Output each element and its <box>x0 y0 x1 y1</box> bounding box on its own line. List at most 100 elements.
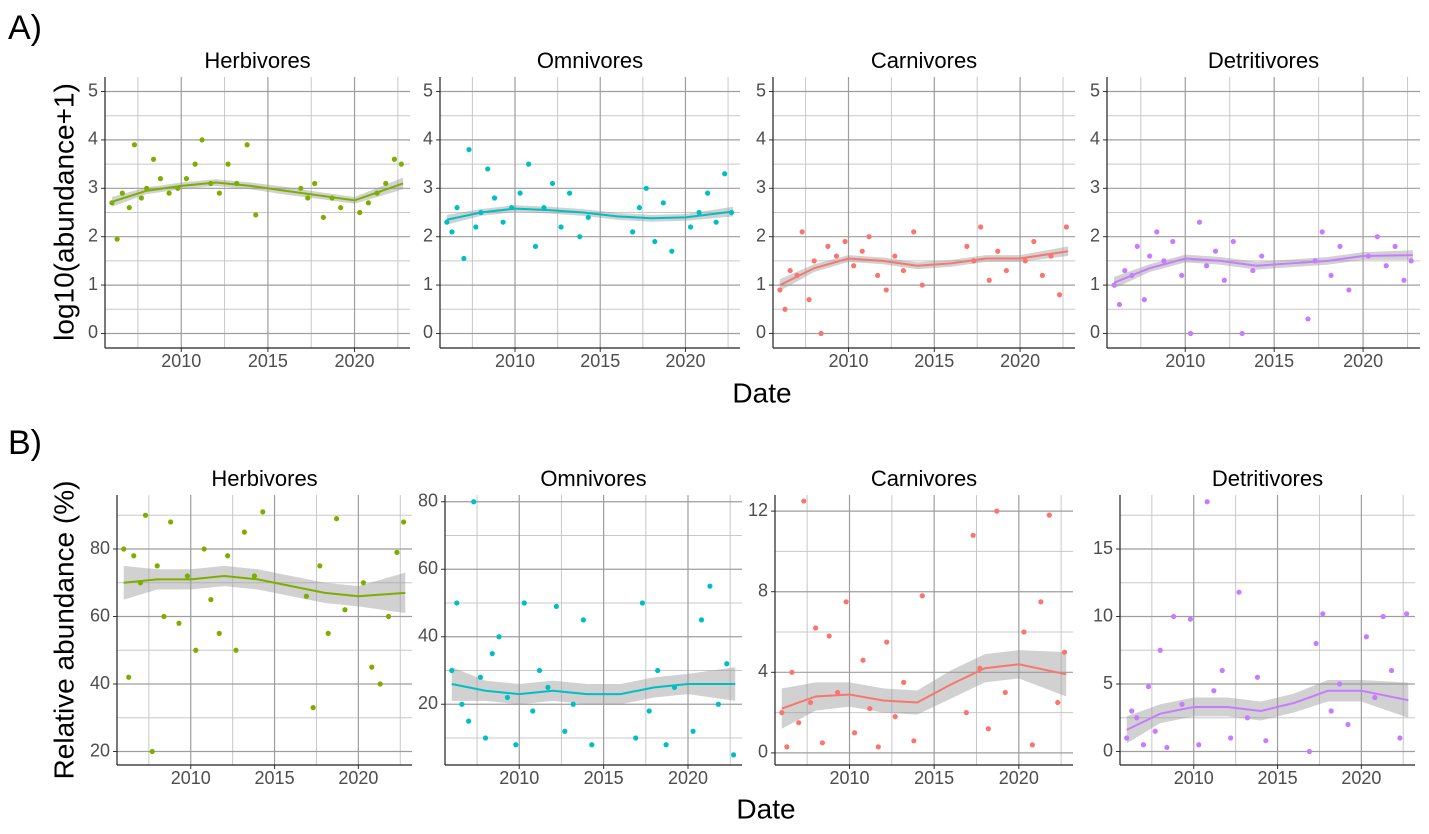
data-point <box>570 701 576 707</box>
x-tick-label: 2010 <box>171 768 211 788</box>
data-point <box>1141 297 1147 303</box>
data-point <box>482 735 489 741</box>
y-tick-label: 1 <box>1090 274 1100 294</box>
data-point <box>216 190 222 196</box>
data-point <box>325 630 331 636</box>
data-point <box>1170 238 1176 245</box>
data-point <box>562 728 568 734</box>
data-point <box>192 161 198 167</box>
data-point <box>782 306 788 312</box>
data-point <box>842 238 848 245</box>
data-point <box>496 634 502 640</box>
data-point <box>183 176 190 182</box>
data-point <box>860 657 866 663</box>
data-point <box>1392 243 1398 249</box>
data-point <box>633 735 639 741</box>
data-point <box>1313 640 1319 647</box>
y-tick-label: 5 <box>88 80 98 100</box>
trend-line <box>446 207 734 221</box>
y-tick-label: 4 <box>423 129 433 149</box>
y-tick-label: 4 <box>1090 129 1100 149</box>
data-point <box>241 529 247 535</box>
data-point <box>360 580 366 586</box>
data-point <box>1345 721 1351 728</box>
data-point <box>819 740 826 746</box>
data-point <box>715 701 721 707</box>
data-point <box>549 180 556 187</box>
data-point <box>1196 742 1202 748</box>
x-tick-label: 2010 <box>499 768 539 788</box>
panel: 0 4 8 12 2010 2015 2020 Carnivores <box>748 466 1073 788</box>
x-tick-label: 2015 <box>248 351 288 371</box>
data-point <box>835 689 841 696</box>
data-point <box>298 185 304 191</box>
data-point <box>1179 272 1185 279</box>
confidence-band <box>1126 679 1409 744</box>
data-point <box>201 546 207 552</box>
data-point <box>532 243 539 249</box>
y-tick-label: 2 <box>756 225 766 245</box>
data-point <box>1388 667 1395 674</box>
plot-background <box>1120 495 1415 765</box>
data-point <box>707 583 713 589</box>
data-point <box>724 661 730 667</box>
data-point <box>491 195 498 201</box>
data-point <box>690 728 696 734</box>
data-point <box>1152 728 1158 734</box>
data-point <box>260 509 266 515</box>
data-point <box>1140 742 1147 748</box>
data-point <box>526 161 532 167</box>
data-point <box>1031 238 1037 245</box>
y-tick-label: 8 <box>758 580 768 600</box>
y-tick-label: 0 <box>1090 322 1100 342</box>
data-point <box>131 142 138 148</box>
data-point <box>398 161 404 167</box>
panel-title: Omnivores <box>540 466 646 491</box>
data-point <box>1259 253 1265 259</box>
data-point <box>1408 258 1414 264</box>
y-tick-label: 80 <box>418 491 438 511</box>
data-point <box>722 171 728 177</box>
data-point <box>1244 715 1250 721</box>
data-point <box>1038 599 1044 605</box>
data-point <box>454 600 460 606</box>
trend-line <box>779 250 1069 286</box>
data-point <box>1157 647 1163 653</box>
data-point <box>383 180 389 187</box>
data-point <box>1134 243 1140 249</box>
data-point <box>166 190 172 196</box>
data-point <box>787 267 793 274</box>
y-tick-label: 2 <box>1090 225 1100 245</box>
data-point <box>985 726 991 732</box>
x-tick-label: 2015 <box>580 351 620 371</box>
x-tick-label: 2020 <box>335 351 375 371</box>
x-tick-label: 2015 <box>584 768 624 788</box>
x-tick-label: 2015 <box>1258 768 1298 788</box>
y-tick-label: 3 <box>1090 177 1100 197</box>
x-tick-label: 2020 <box>1000 351 1040 371</box>
data-point <box>208 597 214 603</box>
panel-title: Detritivores <box>1212 466 1323 491</box>
y-tick-label: 15 <box>1093 538 1113 558</box>
data-point <box>1039 272 1045 279</box>
data-point <box>705 190 711 196</box>
y-tick-label: 0 <box>756 322 766 342</box>
y-tick-label: 3 <box>756 177 766 197</box>
data-point <box>1363 634 1369 640</box>
data-point <box>444 219 450 225</box>
data-point <box>1046 512 1052 518</box>
trend-line <box>781 663 1067 710</box>
data-point <box>963 710 969 716</box>
data-point <box>652 238 658 245</box>
data-point <box>161 613 167 620</box>
data-point <box>365 200 372 206</box>
data-point <box>1154 229 1160 235</box>
data-point <box>176 620 182 626</box>
x-tick-label: 2010 <box>828 351 868 371</box>
data-point <box>1372 694 1378 701</box>
y-tick-label: 1 <box>423 274 433 294</box>
x-tick-label: 2010 <box>495 351 535 371</box>
panel-label: B) <box>8 424 42 462</box>
data-point <box>342 607 348 613</box>
data-point <box>1228 735 1234 741</box>
